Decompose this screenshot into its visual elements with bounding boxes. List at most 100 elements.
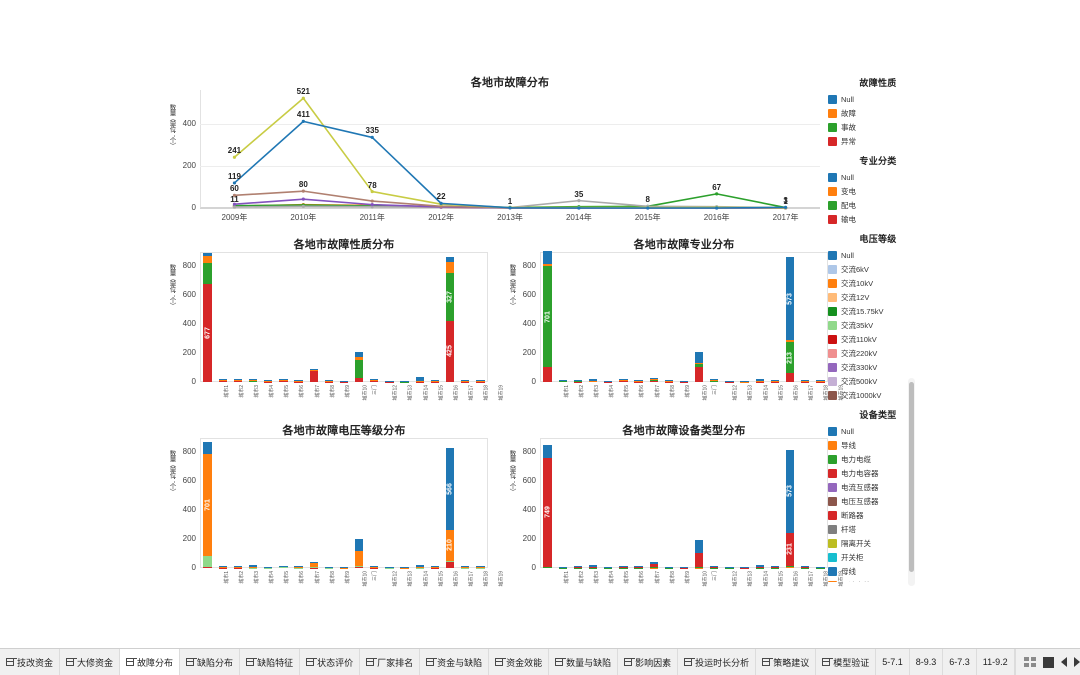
tab-label: 8-9.3 — [915, 657, 937, 667]
bar-segment — [755, 564, 764, 568]
bar-segment — [476, 566, 485, 567]
tab-厂家排名[interactable]: 厂家排名 — [360, 649, 421, 675]
bar-segment — [785, 340, 795, 343]
tab-label: 大修资金 — [77, 657, 114, 668]
legend-item[interactable]: Null — [828, 92, 928, 106]
bar-column — [233, 252, 243, 382]
legend-item[interactable]: 事故 — [828, 120, 928, 134]
tab-11-9.2[interactable]: 11-9.2 — [977, 649, 1015, 675]
legend-item[interactable]: Null — [828, 248, 928, 262]
tab-技改资金[interactable]: 技改资金 — [0, 649, 61, 675]
bar2-xtick: 城市14 — [763, 385, 770, 401]
legend-item[interactable]: 交流110kV — [828, 332, 928, 346]
legend-item[interactable]: 交流12V — [828, 290, 928, 304]
legend-item[interactable]: 电力电缆 — [828, 452, 928, 466]
bar3-xtick: 城市13 — [408, 571, 415, 587]
sheet-taskbar[interactable]: 技改资金 大修资金 故障分布 缺陷分布 缺陷特征 状态评价 厂家排名 资金与缺陷 资金效能 数量与… — [0, 648, 1080, 675]
bar-segment — [203, 252, 212, 257]
bar4-ylabel: 数量（单位：个） — [508, 450, 515, 494]
legend-item[interactable]: 母线 — [828, 564, 928, 578]
legend-label: 开关柜 — [841, 552, 864, 562]
tab-缺陷特征[interactable]: 缺陷特征 — [240, 649, 301, 675]
tab-6-7.3[interactable]: 6-7.3 — [943, 649, 977, 675]
legend-item[interactable]: 电力电容器 — [828, 466, 928, 480]
legend-item[interactable]: 电压互感器 — [828, 494, 928, 508]
bar4-xtick: 城市12 — [732, 571, 739, 587]
tab-缺陷分布[interactable]: 缺陷分布 — [180, 649, 241, 675]
tab-投运时长分析[interactable]: 投运时长分析 — [678, 649, 757, 675]
tab-影响因素[interactable]: 影响因素 — [618, 649, 679, 675]
legend-item[interactable]: 交流220kV — [828, 346, 928, 360]
view-controls[interactable] — [1016, 649, 1080, 675]
legend-item[interactable]: 配电 — [828, 198, 928, 212]
tab-8-9.3[interactable]: 8-9.3 — [910, 649, 944, 675]
legend-item[interactable]: 杆塔 — [828, 522, 928, 536]
legend-item[interactable]: 交流330kV — [828, 360, 928, 374]
tab-label: 缺陷特征 — [257, 657, 294, 668]
prev-arrow-icon[interactable] — [1060, 657, 1067, 667]
bar-segment — [634, 380, 643, 382]
bar-segment — [588, 379, 598, 381]
bar3-xtick: 城市9 — [344, 571, 351, 584]
legend-item[interactable]: 交流6kV — [828, 262, 928, 276]
bar2-xtick: 城市13 — [748, 385, 755, 401]
legend-scrollbar-thumb[interactable] — [909, 382, 914, 572]
single-view-icon[interactable] — [1042, 656, 1054, 668]
legend-item[interactable]: 断路器 — [828, 508, 928, 522]
legend-item[interactable]: 导线 — [828, 438, 928, 452]
tab-数量与缺陷[interactable]: 数量与缺陷 — [549, 649, 619, 675]
bar-column — [619, 438, 628, 568]
legend-item[interactable]: 开关柜 — [828, 550, 928, 564]
line-chart-xtick: 2016年 — [703, 213, 730, 222]
legend-item[interactable]: 交流1000kV — [828, 388, 928, 402]
next-arrow-icon[interactable] — [1073, 657, 1080, 667]
bar-segment — [370, 380, 379, 382]
legend-item[interactable]: 电流互感器 — [828, 480, 928, 494]
legend-scrollbar[interactable] — [908, 378, 915, 586]
tab-大修资金[interactable]: 大修资金 — [60, 649, 121, 675]
bar-segment: 213 — [785, 342, 795, 373]
legend-item[interactable]: 输电 — [828, 212, 928, 226]
bar4-xtick: 城市15 — [778, 571, 785, 587]
legend-item[interactable]: 交流35kV — [828, 318, 928, 332]
tab-label: 5-7.1 — [882, 657, 903, 667]
tab-label: 状态评价 — [317, 657, 354, 668]
legend-panel[interactable]: 故障性质 Null 故障 事故 异常 专业分类 Null 变电 配电 输电 电压等级 Null 交流6k… — [828, 72, 928, 582]
bar-column — [476, 438, 485, 568]
bar-segment — [461, 567, 470, 568]
bar1-xtick: 三门 — [372, 385, 379, 396]
legend-swatch — [828, 524, 837, 534]
tab-故障分布[interactable]: 故障分布 — [120, 649, 181, 675]
bar-column — [694, 438, 704, 568]
tab-策略建议[interactable]: 策略建议 — [756, 649, 817, 675]
bar-column — [694, 252, 704, 382]
legend-group-1: 专业分类 Null 变电 配电 输电 — [828, 154, 928, 226]
bar3-xtick: 城市19 — [498, 571, 505, 587]
legend-item[interactable]: Null — [828, 424, 928, 438]
bar-column — [664, 438, 673, 568]
line-chart-point-label: 11 — [230, 194, 239, 204]
legend-item[interactable]: 平波电抗器 — [828, 578, 928, 582]
bar-segment — [264, 566, 273, 568]
tab-资金效能[interactable]: 资金效能 — [489, 649, 550, 675]
tab-5-7.1[interactable]: 5-7.1 — [876, 649, 910, 675]
legend-item[interactable]: 异常 — [828, 134, 928, 148]
tab-资金与缺陷[interactable]: 资金与缺陷 — [420, 649, 490, 675]
legend-item[interactable]: 变电 — [828, 184, 928, 198]
tab-container[interactable]: 技改资金 大修资金 故障分布 缺陷分布 缺陷特征 状态评价 厂家排名 资金与缺陷 资金效能 数量与… — [0, 649, 1015, 675]
legend-item[interactable]: Null — [828, 170, 928, 184]
legend-item[interactable]: 隔离开关 — [828, 536, 928, 550]
legend-item[interactable]: 交流15.75kV — [828, 304, 928, 318]
legend-item[interactable]: 交流10kV — [828, 276, 928, 290]
bar-segment — [430, 380, 440, 381]
bar4-ytick: 600 — [522, 476, 536, 486]
legend-item[interactable]: 故障 — [828, 106, 928, 120]
tab-状态评价[interactable]: 状态评价 — [300, 649, 361, 675]
grid-view-icon[interactable] — [1023, 656, 1036, 668]
bar4-ytick: 800 — [522, 447, 536, 457]
legend-item[interactable]: 交流500kV — [828, 374, 928, 388]
bar-segment — [694, 567, 704, 568]
legend-label: 交流330kV — [841, 362, 878, 372]
tab-label: 影响因素 — [635, 657, 672, 668]
tab-模型验证[interactable]: 模型验证 — [816, 649, 877, 675]
